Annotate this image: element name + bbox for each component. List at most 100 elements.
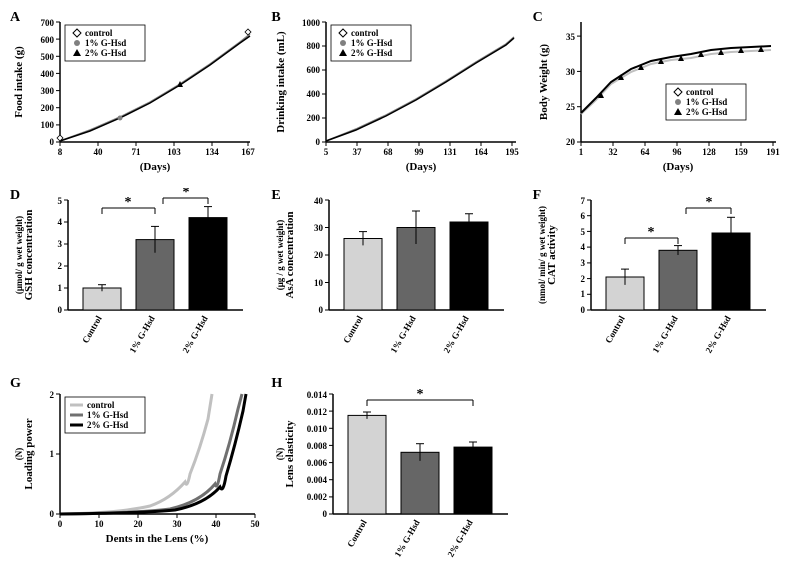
panel-f: F 0 1 2 3 4 5 6 7 — [533, 188, 788, 368]
svg-text:128: 128 — [702, 147, 716, 157]
svg-text:0.014: 0.014 — [307, 390, 328, 400]
panel-c: C 20 25 30 35 1 32 64 96 128 159 — [533, 10, 788, 180]
svg-text:2% G-Hsd: 2% G-Hsd — [686, 107, 727, 117]
svg-text:600: 600 — [41, 35, 55, 45]
svg-text:0: 0 — [319, 305, 324, 315]
svg-text:(μmol/ g wet weight): (μmol/ g wet weight) — [14, 216, 24, 294]
svg-text:(nmol/ min/ g wet weight): (nmol/ min/ g wet weight) — [537, 206, 547, 304]
svg-text:40: 40 — [314, 196, 324, 206]
svg-text:10: 10 — [95, 519, 105, 529]
panel-label-d: D — [10, 188, 20, 204]
svg-text:*: * — [125, 195, 132, 210]
svg-text:CAT activity: CAT activity — [546, 225, 558, 285]
svg-text:0: 0 — [50, 509, 55, 519]
svg-text:(N): (N) — [14, 448, 24, 461]
svg-text:0.002: 0.002 — [307, 492, 328, 502]
svg-text:400: 400 — [41, 69, 55, 79]
svg-text:0.008: 0.008 — [307, 441, 328, 451]
svg-text:1: 1 — [578, 147, 583, 157]
svg-text:700: 700 — [41, 18, 55, 28]
svg-text:(Days): (Days) — [662, 161, 693, 173]
svg-text:(μg / g wet weight): (μg / g wet weight) — [275, 220, 285, 291]
svg-text:5: 5 — [58, 196, 63, 206]
panel-label-g: G — [10, 376, 21, 392]
svg-text:1: 1 — [50, 449, 55, 459]
panel-h: H 0 0.002 0.004 0.006 0.008 0.010 0.012 … — [271, 376, 526, 566]
svg-text:1% G-Hsd: 1% G-Hsd — [393, 518, 422, 559]
panel-label-h: H — [271, 376, 282, 392]
svg-text:3: 3 — [580, 258, 585, 268]
svg-text:7: 7 — [580, 196, 585, 206]
svg-text:2: 2 — [58, 261, 63, 271]
svg-text:30: 30 — [566, 67, 576, 77]
svg-text:*: * — [705, 195, 712, 210]
panel-label-a: A — [10, 10, 20, 26]
chart-f: 0 1 2 3 4 5 6 7 * * Contr — [533, 188, 788, 363]
chart-b: 0 200 400 600 800 1000 5 37 68 99 131 16… — [271, 10, 526, 175]
svg-text:167: 167 — [241, 147, 255, 157]
svg-text:Food intake (g): Food intake (g) — [13, 46, 25, 118]
svg-text:10: 10 — [314, 278, 324, 288]
svg-text:1% G-Hsd: 1% G-Hsd — [351, 38, 392, 48]
svg-text:control: control — [87, 400, 115, 410]
svg-text:0: 0 — [316, 137, 321, 147]
x-ticks: 8 40 71 103 134 167 — [58, 142, 256, 157]
svg-text:control: control — [85, 28, 113, 38]
svg-text:5: 5 — [324, 147, 329, 157]
svg-text:1000: 1000 — [302, 18, 321, 28]
svg-text:500: 500 — [41, 52, 55, 62]
svg-text:(Days): (Days) — [406, 161, 437, 173]
svg-text:40: 40 — [212, 519, 222, 529]
svg-text:2% G-Hsd: 2% G-Hsd — [442, 314, 471, 355]
svg-text:159: 159 — [734, 147, 748, 157]
svg-text:Body Weight (g): Body Weight (g) — [538, 44, 550, 121]
panel-d: D 0 1 2 3 4 5 — [10, 188, 265, 368]
svg-text:1: 1 — [580, 289, 585, 299]
svg-text:0.012: 0.012 — [307, 407, 328, 417]
svg-text:GSH concentration: GSH concentration — [23, 210, 35, 301]
svg-text:35: 35 — [566, 32, 576, 42]
svg-text:200: 200 — [307, 113, 321, 123]
svg-text:Control: Control — [345, 518, 369, 549]
svg-text:Dents in the Lens (%): Dents in the Lens (%) — [106, 533, 209, 545]
svg-text:1% G-Hsd: 1% G-Hsd — [85, 38, 126, 48]
svg-text:0: 0 — [580, 305, 585, 315]
svg-text:1% G-Hsd: 1% G-Hsd — [127, 314, 156, 355]
svg-text:2% G-Hsd: 2% G-Hsd — [703, 314, 732, 355]
svg-text:30: 30 — [314, 223, 324, 233]
svg-text:32: 32 — [608, 147, 618, 157]
svg-text:20: 20 — [134, 519, 144, 529]
panel-g: G 0 1 2 0 10 20 30 40 50 — [10, 376, 265, 566]
svg-text:96: 96 — [672, 147, 682, 157]
svg-text:100: 100 — [41, 120, 55, 130]
svg-text:300: 300 — [41, 86, 55, 96]
svg-text:2% G-Hsd: 2% G-Hsd — [351, 48, 392, 58]
panel-label-e: E — [271, 188, 280, 204]
chart-h: 0 0.002 0.004 0.006 0.008 0.010 0.012 0.… — [271, 376, 526, 561]
chart-a: 0 100 200 300 400 500 600 700 8 40 71 10… — [10, 10, 265, 175]
svg-text:2: 2 — [580, 274, 585, 284]
svg-text:134: 134 — [205, 147, 219, 157]
svg-text:(N): (N) — [275, 448, 285, 461]
svg-text:3: 3 — [58, 239, 63, 249]
panel-e: E 0 10 20 30 40 Control 1% G-Hsd — [271, 188, 526, 368]
svg-text:control: control — [686, 87, 714, 97]
svg-text:6: 6 — [580, 211, 585, 221]
svg-text:191: 191 — [766, 147, 780, 157]
svg-text:400: 400 — [307, 89, 321, 99]
svg-text:37: 37 — [353, 147, 363, 157]
svg-text:Control: Control — [80, 314, 104, 345]
chart-g: 0 1 2 0 10 20 30 40 50 — [10, 376, 265, 561]
svg-text:control: control — [351, 28, 379, 38]
figure-grid: A 0 100 200 300 400 500 600 700 — [10, 10, 788, 566]
svg-text:600: 600 — [307, 65, 321, 75]
svg-text:40: 40 — [94, 147, 104, 157]
svg-text:Control: Control — [603, 314, 627, 345]
svg-text:0: 0 — [58, 305, 63, 315]
svg-text:Lens elasticity: Lens elasticity — [284, 420, 296, 487]
svg-text:200: 200 — [41, 103, 55, 113]
svg-text:0.004: 0.004 — [307, 475, 328, 485]
svg-text:2% G-Hsd: 2% G-Hsd — [180, 314, 209, 355]
svg-text:1% G-Hsd: 1% G-Hsd — [389, 314, 418, 355]
chart-c: 20 25 30 35 1 32 64 96 128 159 191 — [533, 10, 788, 175]
